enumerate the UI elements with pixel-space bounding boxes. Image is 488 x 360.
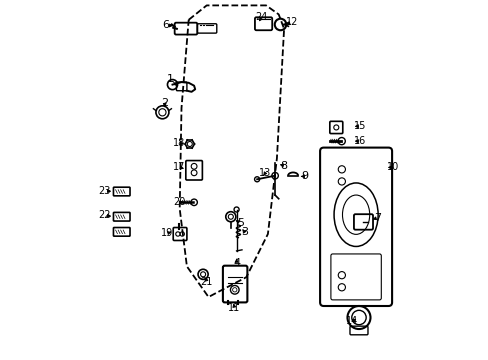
Text: 10: 10	[386, 162, 398, 172]
Text: 21: 21	[200, 276, 212, 287]
Text: 24: 24	[255, 12, 267, 22]
Text: 16: 16	[353, 136, 365, 146]
Text: 15: 15	[353, 121, 365, 131]
Text: 13: 13	[259, 168, 271, 178]
Text: 11: 11	[228, 303, 240, 313]
Text: 23: 23	[99, 186, 111, 196]
Text: 7: 7	[373, 213, 381, 223]
Text: 1: 1	[167, 74, 174, 84]
Text: 18: 18	[172, 138, 185, 148]
Text: 8: 8	[280, 161, 287, 171]
Text: 22: 22	[99, 210, 111, 220]
Text: 5: 5	[237, 218, 244, 228]
Text: 17: 17	[172, 162, 185, 172]
Text: 14: 14	[346, 316, 358, 326]
Text: 19: 19	[161, 228, 173, 238]
Text: 4: 4	[233, 258, 240, 268]
Text: 9: 9	[301, 171, 308, 181]
Text: 3: 3	[241, 227, 247, 237]
Text: 12: 12	[285, 17, 298, 27]
Text: 2: 2	[161, 98, 168, 108]
Text: 20: 20	[172, 197, 185, 207]
Text: 6: 6	[162, 20, 169, 30]
